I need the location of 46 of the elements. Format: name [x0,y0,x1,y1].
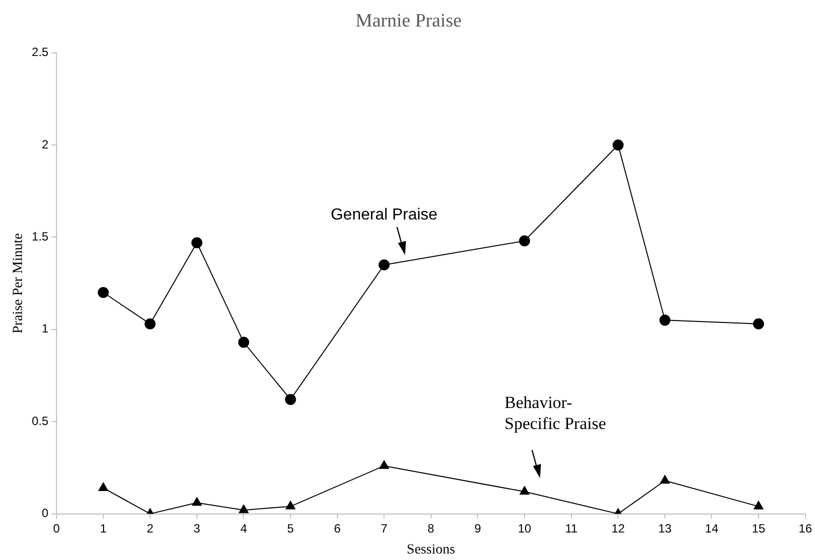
x-tick-label: 8 [428,521,435,536]
x-tick-label: 9 [474,521,482,536]
point [238,504,249,514]
point [754,500,764,510]
point [191,237,202,248]
point [519,235,530,246]
x-tick-label: 13 [658,521,672,536]
x-tick-label: 3 [194,521,201,536]
point [98,482,108,491]
chart-title: Marnie Praise [355,10,462,32]
y-tick-label: 1.5 [32,230,49,244]
x-tick-label: 1 [100,521,107,536]
text: Behavior- Specific Praise [504,393,606,434]
x-tick-label: 7 [380,521,388,536]
point [284,394,296,405]
x-tick-label: 11 [565,521,578,536]
point [192,497,202,506]
point [753,318,764,330]
point [286,500,296,510]
y-tick-label: 0 [42,506,49,520]
x-axis-title: Sessions [406,542,456,558]
point [379,460,389,469]
x-tick-label: 16 [798,521,812,536]
x-tick-label: 5 [287,521,294,536]
point [238,336,250,348]
x-tick-label: 2 [146,521,154,536]
point [378,259,390,270]
y-tick-label: 1 [42,322,49,336]
x-tick-label: 0 [53,521,60,536]
y-tick-label: 2.5 [32,45,49,60]
x-tick-label: 15 [752,521,766,536]
point [659,314,670,326]
x-tick-label: 6 [334,521,341,536]
point [660,475,670,484]
point [98,287,109,298]
x-tick-label: 14 [705,521,719,536]
y-tick-label: 0.5 [32,414,49,428]
point [520,486,530,495]
y-axis-title: Praise Per Minute [11,233,26,334]
y-tick-label: 2 [42,137,49,152]
point [144,318,156,330]
point [612,140,624,150]
x-tick-label: 10 [518,521,532,536]
x-tick-label: 12 [611,521,626,536]
text: General Praise [330,206,438,224]
x-tick-label: 4 [240,521,248,536]
